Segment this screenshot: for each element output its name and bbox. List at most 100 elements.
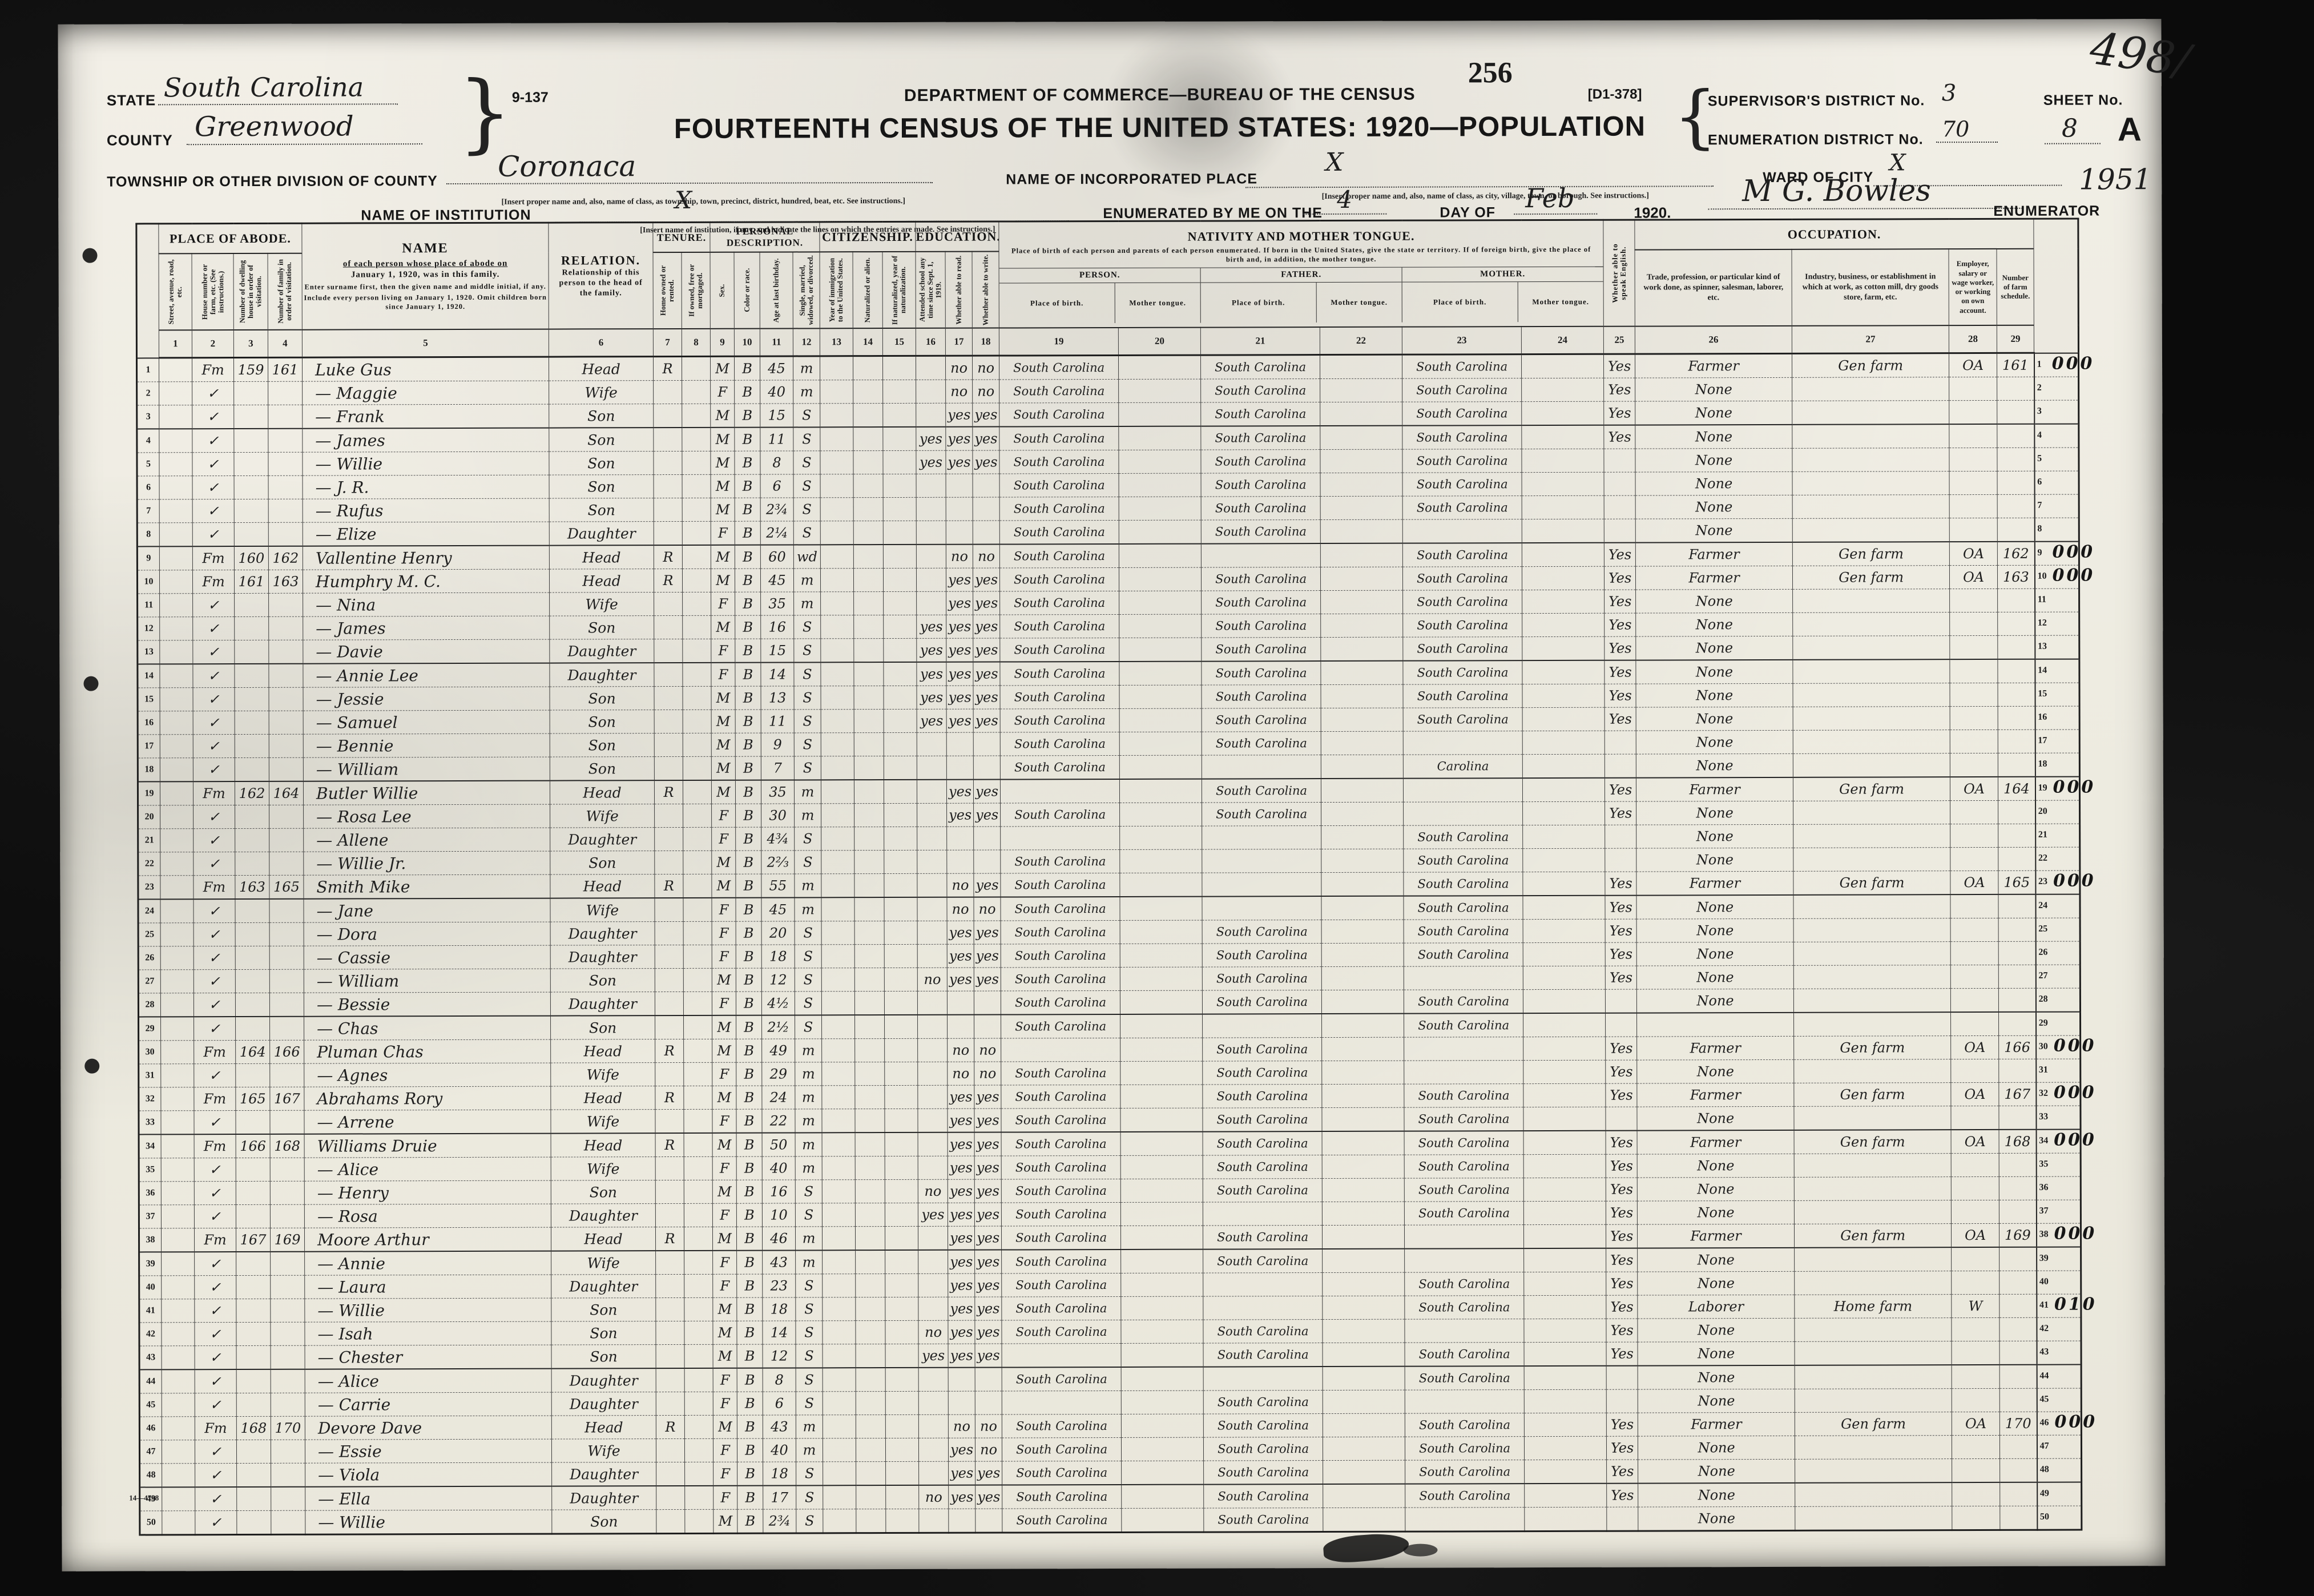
- cell: [162, 1463, 195, 1488]
- cell: None: [1638, 1341, 1795, 1366]
- line-number-right: 13: [2034, 635, 2080, 659]
- cell: Daughter: [550, 921, 655, 946]
- cell: [1322, 1272, 1405, 1296]
- line-number-left: 22: [138, 852, 160, 876]
- cell: [917, 1085, 948, 1109]
- cell: South Carolina: [1404, 1154, 1524, 1179]
- cell: [884, 873, 918, 898]
- line-number-left: 2: [136, 381, 159, 405]
- cell: [161, 1228, 195, 1252]
- cell: South Carolina: [1402, 378, 1522, 402]
- cell: [855, 1273, 885, 1297]
- cell: South Carolina: [1000, 849, 1120, 874]
- cell: 165: [269, 875, 304, 899]
- cell: [821, 1085, 855, 1109]
- cell: yes: [973, 662, 1001, 686]
- cell: S: [795, 1179, 823, 1203]
- county-label: COUNTY: [106, 131, 173, 149]
- page-stamp: 256: [1468, 57, 1513, 90]
- margin-annotation: 000: [2054, 1130, 2097, 1150]
- cell: S: [793, 521, 821, 545]
- col-number-10: 10: [734, 328, 760, 357]
- cell: F: [713, 1392, 737, 1416]
- cell: Moore Arthur: [304, 1227, 551, 1252]
- cell: B: [735, 615, 761, 639]
- cell: [1793, 847, 1950, 872]
- cell: 163: [1997, 565, 2035, 589]
- cell: [918, 1367, 949, 1392]
- cell: yes: [945, 403, 973, 427]
- cell: [856, 1461, 886, 1486]
- cell: South Carolina: [1001, 967, 1120, 992]
- hole-punch: [83, 676, 99, 691]
- cell: [161, 1299, 195, 1323]
- cell: m: [795, 1109, 823, 1133]
- cell: yes: [973, 686, 1001, 710]
- cell: [917, 991, 948, 1015]
- cell: [1118, 426, 1202, 450]
- cell: [1522, 636, 1605, 661]
- cell: 4¾: [761, 827, 795, 851]
- cell: South Carolina: [1002, 1414, 1122, 1438]
- col-number-19: 19: [999, 327, 1119, 356]
- cell: [822, 1273, 856, 1297]
- cell: OA: [1949, 565, 1998, 589]
- cell: [1998, 965, 2036, 989]
- cell: M: [712, 1227, 737, 1251]
- cell: [853, 662, 884, 686]
- col-number-16: 16: [916, 328, 946, 356]
- cell: [654, 474, 683, 498]
- line-number: 28: [2038, 994, 2048, 1004]
- cell: [884, 944, 918, 968]
- cell: m: [795, 1062, 822, 1086]
- cell: [160, 1040, 194, 1064]
- cell: [974, 991, 1001, 1015]
- cell: [654, 686, 683, 710]
- cell: Williams Druie: [304, 1133, 551, 1158]
- line-number: 3: [2037, 406, 2042, 416]
- cell: South Carolina: [1000, 755, 1120, 780]
- cell: [885, 1320, 919, 1344]
- cell: [159, 429, 192, 453]
- cell: [1793, 894, 1951, 919]
- cell: ✓: [195, 1463, 237, 1488]
- cell: Yes: [1604, 613, 1636, 637]
- cell: ✓: [194, 1181, 236, 1205]
- cell: [882, 380, 916, 404]
- cell: Son: [551, 1297, 656, 1322]
- cell: South Carolina: [1202, 920, 1322, 944]
- margin-annotation: 000: [2053, 1082, 2097, 1103]
- cell: [917, 732, 947, 756]
- cell: ✓: [193, 1063, 236, 1087]
- cell: [1524, 1413, 1607, 1437]
- cell: m: [796, 1438, 823, 1462]
- cell: [854, 850, 884, 874]
- cell: S: [793, 638, 821, 663]
- cell: Gen farm: [1793, 1035, 1951, 1060]
- cell: M: [712, 1321, 737, 1345]
- cell: [683, 897, 712, 922]
- cell: S: [796, 1391, 823, 1415]
- cell: M: [710, 356, 735, 381]
- line-number-right: 19 000: [2035, 776, 2095, 801]
- cell: South Carolina: [1404, 1201, 1524, 1226]
- line-number: 50: [2039, 1512, 2049, 1522]
- cell: ✓: [193, 805, 235, 829]
- cell: [684, 1509, 713, 1534]
- cell: [683, 686, 712, 710]
- cell: [683, 1109, 713, 1133]
- cell: [1523, 895, 1606, 920]
- cell: Son: [549, 498, 654, 522]
- cell: [1000, 826, 1120, 851]
- cell: [1523, 1295, 1607, 1319]
- cell: 29: [761, 1062, 795, 1086]
- cell: [917, 921, 948, 945]
- cell: ✓: [193, 993, 236, 1017]
- cell: [856, 1438, 886, 1462]
- cell: [655, 1180, 684, 1204]
- cell: B: [735, 897, 762, 922]
- cell: [655, 1015, 684, 1039]
- cell: yes: [975, 1461, 1002, 1485]
- cell: [234, 475, 269, 499]
- cell: [1952, 1317, 2000, 1341]
